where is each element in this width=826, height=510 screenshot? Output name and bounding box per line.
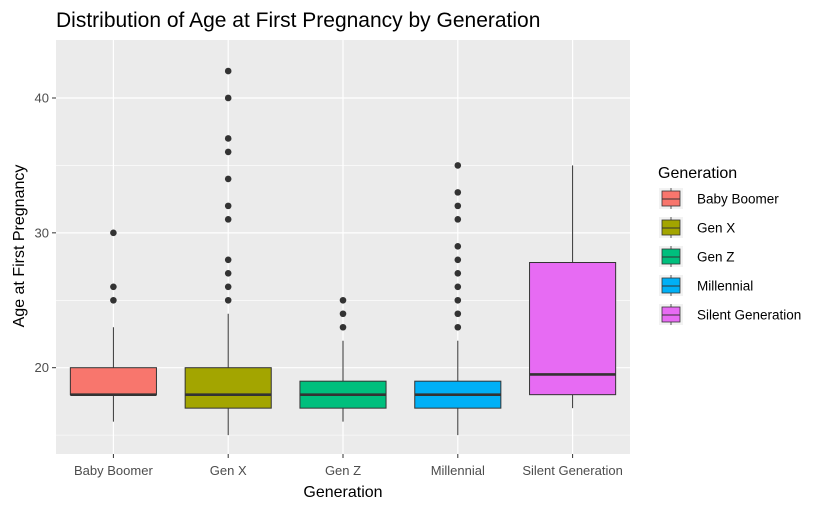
x-tick-label: Millennial xyxy=(431,463,485,478)
outlier-point xyxy=(454,189,462,196)
outlier-point xyxy=(454,283,462,291)
legend-key xyxy=(659,188,683,209)
outlier-point xyxy=(224,216,232,223)
box-group xyxy=(69,229,157,422)
x-tick-label: Gen Z xyxy=(325,463,361,478)
outlier-point xyxy=(454,162,462,169)
outlier-point xyxy=(224,269,232,277)
outlier-point xyxy=(110,283,117,291)
outlier-point xyxy=(454,256,462,264)
outlier-point xyxy=(454,310,462,318)
legend-title: Generation xyxy=(658,165,737,182)
x-tick-label: Gen X xyxy=(210,463,247,478)
x-axis: Baby Boomer Gen X Gen Z Millennial Silent Ge… xyxy=(74,454,623,478)
box-group xyxy=(529,165,617,409)
y-axis-title: Age at First Pregnancy xyxy=(11,165,28,328)
outlier-point xyxy=(339,310,347,318)
legend-label: Millennial xyxy=(697,279,753,294)
outlier-point xyxy=(454,323,462,331)
outlier-point xyxy=(454,202,462,210)
boxes xyxy=(69,67,617,436)
outlier-point xyxy=(224,67,232,75)
outlier-point xyxy=(224,148,232,156)
outlier-point xyxy=(339,296,347,304)
box xyxy=(184,367,272,409)
outlier-point xyxy=(110,229,117,237)
outlier-point xyxy=(224,135,232,142)
outlier-point xyxy=(224,283,232,291)
chart-title: Distribution of Age at First Pregnancy b… xyxy=(56,9,540,32)
box-group xyxy=(414,162,502,436)
outlier-point xyxy=(454,216,462,223)
outlier-point xyxy=(339,323,347,331)
legend-key xyxy=(659,246,683,267)
legend-key xyxy=(659,304,683,325)
outlier-point xyxy=(454,243,462,250)
box xyxy=(529,262,617,396)
box-group xyxy=(299,296,387,422)
legend-label: Silent Generation xyxy=(697,308,801,323)
legend-label: Gen X xyxy=(697,221,735,236)
outlier-point xyxy=(224,256,232,264)
outlier-point xyxy=(224,202,232,210)
y-tick-label: 40 xyxy=(35,90,49,105)
x-tick-label: Baby Boomer xyxy=(74,463,153,478)
box-group xyxy=(184,67,272,436)
legend-label: Baby Boomer xyxy=(697,192,779,207)
legend-label: Gen Z xyxy=(697,250,735,265)
legend-key xyxy=(659,275,683,296)
outlier-point xyxy=(224,94,232,102)
x-axis-title: Generation xyxy=(303,484,382,501)
outlier-point xyxy=(224,296,232,304)
y-tick-label: 30 xyxy=(35,225,49,240)
y-axis: 20 30 40 xyxy=(35,90,56,375)
x-tick-label: Silent Generation xyxy=(522,463,622,478)
outlier-point xyxy=(224,175,232,183)
legend: Generation Baby Boomer Gen X Gen Z Millenni… xyxy=(658,165,801,325)
outlier-point xyxy=(110,296,117,304)
legend-key xyxy=(659,217,683,238)
y-tick-label: 20 xyxy=(35,360,49,375)
box xyxy=(69,367,157,396)
outlier-point xyxy=(454,296,462,304)
outlier-point xyxy=(454,269,462,277)
